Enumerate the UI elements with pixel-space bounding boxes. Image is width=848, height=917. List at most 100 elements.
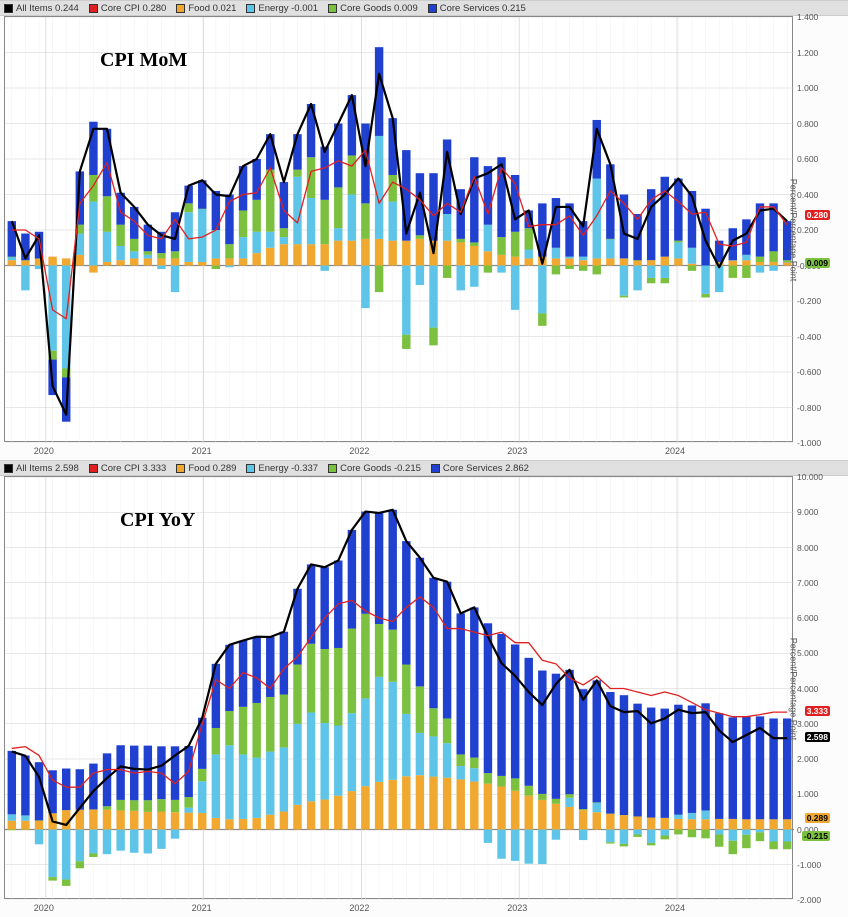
bar-segment [497, 237, 505, 255]
bar-segment [361, 512, 369, 614]
bar-segment [701, 703, 709, 810]
bar-segment [688, 266, 696, 271]
bar-segment [674, 819, 682, 830]
bar-segment [443, 743, 451, 778]
bar-segment [416, 686, 424, 733]
y-axis-label: Percent/Percentage Point [789, 179, 799, 282]
bar-segment [769, 830, 777, 842]
legend-label: Energy -0.001 [258, 3, 318, 14]
bar-segment [429, 578, 437, 708]
bar-segment [320, 147, 328, 200]
bar-segment [416, 558, 424, 687]
bar-segment [715, 266, 723, 293]
legend-label: Food 0.021 [188, 3, 236, 14]
bar-segment [742, 716, 750, 819]
chart-title: CPI MoM [100, 49, 187, 72]
bar-segment [756, 819, 764, 829]
bar-segment [538, 671, 546, 794]
bar-segment [661, 177, 669, 257]
bar-segment [661, 830, 669, 836]
legend-label: Core Goods 0.009 [340, 3, 418, 14]
ytick-label: 0.600 [797, 154, 818, 164]
legend-item: Core CPI 3.333 [89, 463, 166, 474]
bar-segment [144, 255, 152, 259]
legend-swatch [4, 464, 13, 473]
bar-segment [456, 239, 464, 243]
bar-segment [198, 769, 206, 781]
bar-segment [701, 819, 709, 829]
ytick-label: -0.600 [797, 367, 821, 377]
bar-segment [144, 830, 152, 854]
bar-segment [266, 752, 274, 815]
bar-segment [429, 736, 437, 776]
bar-segment [511, 644, 519, 778]
bar-segment [470, 758, 478, 769]
bar-segment [388, 202, 396, 241]
bar-segment [402, 776, 410, 829]
bar-segment [579, 830, 587, 841]
legend-item: Energy -0.001 [246, 3, 318, 14]
bar-segment [497, 776, 505, 787]
bar-segment [565, 257, 573, 259]
bar-segment [470, 157, 478, 242]
legend-item: Core Goods -0.215 [328, 463, 421, 474]
bar-segment [8, 257, 16, 261]
bar-segment [225, 258, 233, 265]
bar-segment [348, 241, 356, 266]
xtick-label: 2020 [34, 903, 54, 913]
bar-segment [21, 260, 29, 265]
bar-segment [552, 266, 560, 275]
bar-segment [375, 266, 383, 293]
legend-item: Core Goods 0.009 [328, 3, 418, 14]
bar-segment [538, 794, 546, 800]
bar-segment [674, 179, 682, 241]
bar-segment [443, 778, 451, 830]
bar-segment [742, 219, 750, 255]
value-flag: 2.598 [805, 732, 830, 742]
bar-segment [388, 682, 396, 780]
bar-segment [320, 567, 328, 649]
bar-segment [157, 266, 165, 270]
bar-segment [252, 758, 260, 818]
chart-panel: All Items 2.598Core CPI 3.333Food 0.289E… [0, 460, 848, 917]
value-flag: -0.215 [802, 831, 830, 841]
bar-segment [8, 257, 16, 258]
bar-segment [266, 815, 274, 830]
bar-segment [348, 629, 356, 714]
bar-segment [116, 246, 124, 260]
bar-segment [416, 733, 424, 775]
legend-item: All Items 2.598 [4, 463, 79, 474]
xtick-label: 2023 [507, 903, 527, 913]
bar-segment [688, 264, 696, 266]
value-flag: 3.333 [805, 706, 830, 716]
bar-segment [144, 258, 152, 265]
bar-segment [21, 755, 29, 815]
bar-segment [633, 266, 641, 291]
bar-segment [525, 250, 533, 259]
bar-segment [35, 820, 43, 829]
bar-segment [729, 841, 737, 854]
bar-segment [647, 278, 655, 283]
bar-segment [470, 782, 478, 830]
bar-segment [375, 513, 383, 624]
bar-segment [606, 830, 614, 843]
bar-segment [334, 726, 342, 796]
bar-segment [89, 764, 97, 810]
bar-segment [579, 266, 587, 271]
bar-segment [729, 260, 737, 265]
bar-segment [416, 775, 424, 829]
ytick-label: 7.000 [797, 578, 818, 588]
ytick-label: 1.200 [797, 48, 818, 58]
bar-segment [348, 155, 356, 194]
bar-segment [756, 266, 764, 273]
bar-segment [579, 809, 587, 810]
bar-segment [429, 328, 437, 346]
bar-segment [375, 239, 383, 266]
bar-segment [470, 246, 478, 266]
bar-segment [375, 136, 383, 239]
y-axis-label: Percent/Percentage Point [789, 637, 799, 740]
bar-segment [348, 791, 356, 829]
legend-label: Energy -0.337 [258, 463, 318, 474]
bar-segment [225, 745, 233, 819]
bar-segment [497, 830, 505, 859]
